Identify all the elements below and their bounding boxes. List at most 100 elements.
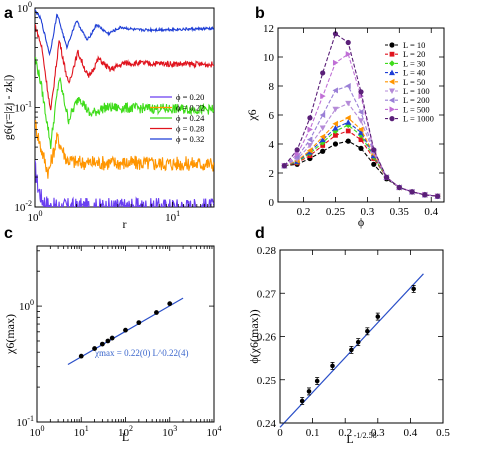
panel-b-xtick-label: 0.2 — [297, 206, 311, 218]
panel-b-legend-label: L = 40 — [403, 68, 425, 78]
panel-b-point — [319, 125, 326, 132]
panel-b-legend-label: L = 20 — [403, 49, 425, 59]
panel-c-xtick-label: 104 — [207, 424, 222, 439]
panel-b-point — [345, 100, 352, 107]
panel-d-point — [330, 363, 335, 369]
panel-b-point — [307, 115, 313, 121]
panel-c-xtick-label: 103 — [162, 424, 177, 439]
panel-b-legend-marker — [389, 51, 395, 57]
panel-d-frame — [279, 249, 444, 424]
panel-b-point — [358, 118, 364, 124]
panel-b-point — [409, 189, 415, 195]
panel-b-point — [345, 51, 352, 58]
panel-b-point — [333, 132, 338, 138]
panel-b-legend-label: L = 100 — [403, 86, 430, 96]
panel-b-point — [358, 137, 364, 143]
panel-b-ytick-label: 0 — [269, 197, 275, 209]
panel-b-point — [320, 70, 326, 76]
panel-c-ytick-label: 10-1 — [16, 414, 34, 429]
panel-c-frame — [36, 245, 215, 423]
panel-d-xtick-label: 0.1 — [306, 427, 320, 439]
panel-b-point — [306, 147, 313, 154]
panel-a-legend-label: ϕ = 0.24 — [176, 113, 205, 123]
panel-d-xtick-label: 0 — [277, 427, 283, 439]
panel-b-point — [435, 193, 441, 199]
panel-b-legend-marker — [389, 60, 395, 67]
panel-b-legend-marker — [389, 78, 395, 85]
panel-b-point — [332, 59, 339, 66]
panel-a-legend-label: ϕ = 0.22 — [176, 103, 204, 113]
panel-c-xtick-label: 101 — [74, 424, 89, 439]
panel-b-ytick-label: 10 — [263, 52, 275, 64]
panel-b-point — [332, 141, 339, 147]
panel-d-ytick-label: 0.24 — [257, 418, 277, 430]
panel-a-chart: 100 101 10-2 10-1 100 r g6(r=|zj - zk|) ϕ = 0.2… — [1, 0, 215, 231]
panel-b-legend-label: L = 30 — [403, 58, 425, 68]
panel-b-point — [306, 136, 313, 143]
panel-c-point — [154, 310, 159, 315]
panel-b-legend-marker — [389, 106, 395, 113]
panel-label-d: d — [255, 225, 265, 242]
panel-a-legend-label: ϕ = 0.20 — [176, 92, 204, 102]
panel-c-point — [99, 341, 105, 347]
panel-b-xtick-label: 0.25 — [326, 206, 346, 218]
panel-a-xlabel: r — [123, 217, 127, 231]
panel-b-point — [319, 112, 326, 118]
panel-b-point — [320, 93, 326, 100]
panel-d-xtick-label: 0.4 — [404, 427, 418, 439]
panel-b-point — [345, 119, 352, 125]
panel-label-b: b — [255, 5, 265, 22]
panel-b-point — [332, 87, 338, 94]
panel-b-legend-label: L = 10 — [403, 40, 425, 50]
panel-c-ytick-label: 100 — [19, 298, 34, 313]
panel-a-series-line — [35, 9, 214, 57]
panel-b-point — [306, 142, 313, 149]
panel-b-point — [307, 126, 313, 133]
panel-d-point — [306, 389, 312, 394]
panel-b-point — [371, 147, 377, 153]
panel-b-point — [294, 147, 300, 153]
panel-a-legend-label: ϕ = 0.28 — [176, 124, 204, 134]
panel-b-point — [358, 89, 364, 95]
panel-b-legend-label: L = 200 — [403, 95, 430, 105]
panel-a-ytick-label: 100 — [17, 0, 32, 15]
panel-b-ytick-label: 12 — [263, 23, 274, 35]
panel-c-xtick-label: 100 — [30, 424, 45, 439]
panel-d-point — [299, 398, 305, 404]
panel-b-point — [281, 163, 287, 169]
panel-c-point — [167, 301, 173, 307]
panel-a-xtick-label: 101 — [165, 209, 180, 224]
panel-b-legend-marker — [389, 69, 395, 76]
panel-b-point — [396, 184, 402, 191]
panel-b-ytick-label: 8 — [269, 81, 275, 93]
panel-b-xlabel: ϕ — [358, 215, 364, 229]
panel-c-point — [92, 346, 97, 351]
panel-c-point — [78, 353, 84, 359]
panel-d-point — [355, 339, 361, 345]
panel-b-point — [319, 133, 326, 140]
panel-label-c: c — [4, 225, 13, 242]
panel-b-point — [358, 109, 364, 116]
panel-b-point — [294, 151, 301, 158]
panel-b-point — [320, 148, 326, 154]
panel-a-xtick-label: 100 — [28, 209, 43, 224]
panel-b-legend-marker — [389, 116, 395, 122]
panel-a-series-line — [35, 120, 214, 179]
panel-d-xtick-label: 0.3 — [371, 427, 385, 439]
panel-b-point — [332, 120, 338, 127]
panel-d-point — [411, 286, 416, 292]
panel-c-point — [123, 327, 128, 333]
panel-a-ylabel: g6(r=|zj - zk|) — [1, 75, 15, 141]
panel-d-ytick-label: 0.25 — [257, 375, 277, 387]
panel-b-point — [345, 39, 351, 46]
panel-b-point — [422, 192, 428, 198]
panel-a-series-line — [35, 56, 214, 149]
panel-b-legend-marker — [389, 97, 395, 104]
panel-c-point — [105, 338, 111, 344]
panel-b-point — [358, 145, 364, 151]
panel-b-point — [383, 174, 390, 180]
panel-d-xlabel: L-1/2.58 — [346, 431, 376, 446]
panel-d-ytick-label: 0.27 — [257, 288, 277, 300]
